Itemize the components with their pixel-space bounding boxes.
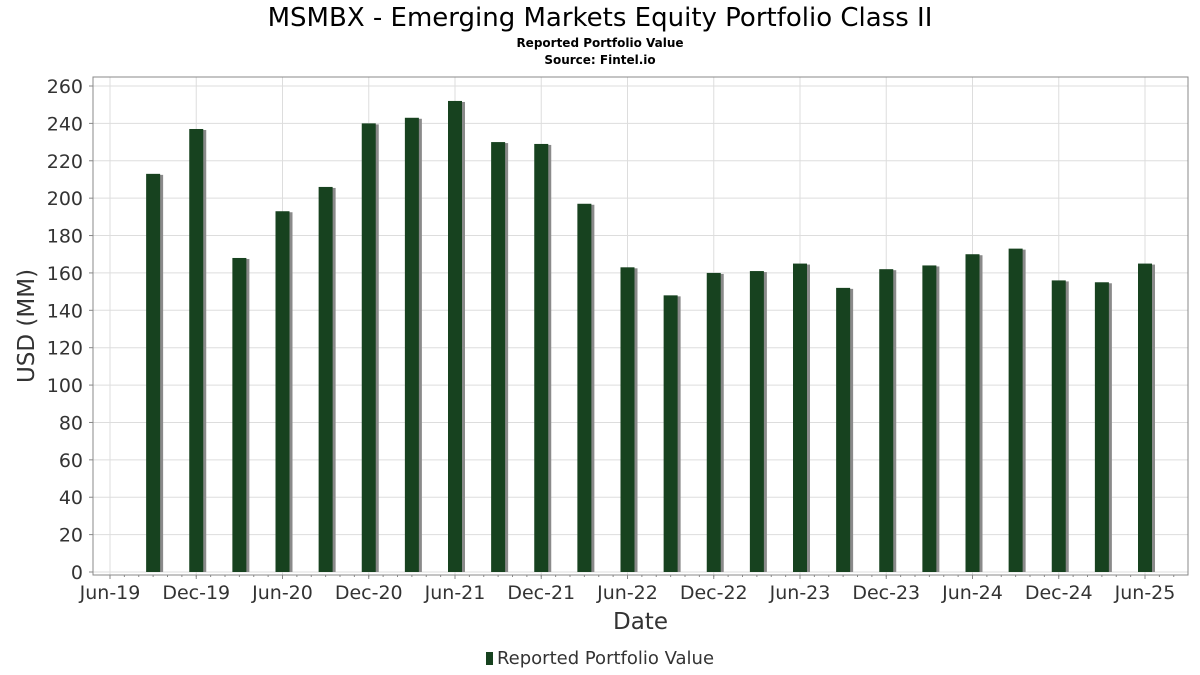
bar: [577, 203, 592, 572]
bar: [1094, 282, 1109, 572]
y-axis-title: USD (MM): [14, 269, 40, 383]
chart-title: MSMBX - Emerging Markets Equity Portfoli…: [267, 3, 933, 33]
chart-source: Source: Fintel.io: [544, 53, 656, 67]
bar: [448, 100, 462, 572]
x-tick-label: Jun-23: [769, 582, 831, 604]
bar: [620, 267, 635, 572]
x-tick-label: Dec-21: [507, 582, 575, 604]
y-tick-label: 220: [47, 151, 83, 173]
x-axis-title: Date: [613, 609, 668, 635]
x-tick-label: Jun-19: [79, 582, 141, 604]
bar: [663, 295, 678, 572]
y-tick-label: 240: [47, 113, 83, 135]
y-tick-label: 0: [71, 562, 83, 584]
bar: [1008, 248, 1023, 572]
y-tick-label: 40: [59, 487, 83, 509]
y-tick-label: 260: [47, 76, 83, 98]
y-tick-label: 140: [47, 300, 83, 322]
bar: [189, 128, 204, 572]
bar: [232, 257, 247, 572]
x-tick-label: Jun-22: [596, 582, 658, 604]
bar: [275, 211, 290, 572]
bar: [1138, 263, 1152, 572]
bars: [146, 100, 1155, 573]
x-tick-label: Dec-24: [1025, 582, 1093, 604]
y-tick-label: 80: [59, 412, 83, 434]
bar: [793, 263, 807, 572]
x-tick-label: Jun-20: [251, 582, 313, 604]
bar: [404, 117, 419, 573]
x-tick-label: Dec-19: [162, 582, 230, 604]
y-axis: 0 20 40 60 80 100 120 140 160 180 200 220 240 260: [47, 76, 93, 584]
legend-label: Reported Portfolio Value: [496, 648, 715, 669]
x-axis: Jun-19 Dec-19 Jun-20 Dec-20 Jun-21 Dec-21 Jun-…: [79, 575, 1176, 604]
x-tick-label: Jun-25: [1114, 582, 1176, 604]
y-tick-label: 100: [47, 375, 83, 397]
legend-swatch: [485, 652, 493, 665]
plot-frame: [92, 76, 1189, 576]
bar: [146, 173, 161, 572]
y-tick-label: 180: [47, 226, 83, 248]
y-tick-label: 60: [59, 450, 83, 472]
y-tick-label: 120: [47, 338, 83, 360]
x-tick-label: Jun-21: [424, 582, 486, 604]
bar: [318, 186, 333, 572]
bar: [922, 265, 937, 572]
y-tick-label: 160: [47, 263, 83, 285]
bar: [965, 254, 980, 572]
bar: [836, 287, 851, 572]
legend: Reported Portfolio Value: [0, 648, 1200, 670]
y-tick-label: 20: [59, 525, 83, 547]
bar: [534, 143, 549, 572]
chart-subtitle: Reported Portfolio Value: [516, 36, 684, 50]
x-tick-label: Dec-22: [680, 582, 748, 604]
x-tick-label: Jun-24: [941, 582, 1003, 604]
bar: [491, 142, 506, 573]
bar: [749, 271, 764, 572]
x-tick-label: Dec-23: [852, 582, 920, 604]
bar: [706, 272, 721, 572]
bar: [1051, 280, 1066, 572]
x-tick-label: Dec-20: [335, 582, 403, 604]
bar: [361, 123, 376, 572]
y-tick-label: 200: [47, 188, 83, 210]
bar: [879, 269, 894, 572]
